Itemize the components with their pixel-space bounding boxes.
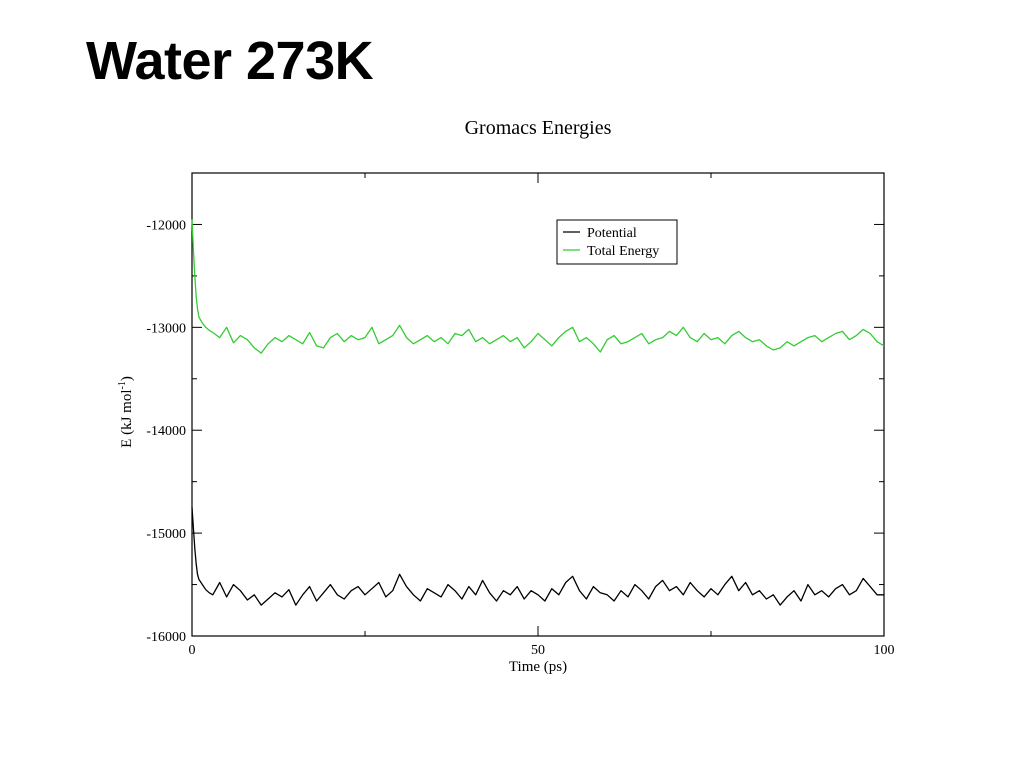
series-line-total-energy [191,219,885,354]
y-tick-label: -14000 [146,424,186,439]
y-tick-label: -15000 [146,527,186,542]
x-tick-label: 100 [874,643,895,658]
legend-label-total-energy: Total Energy [587,244,659,259]
chart-title: Gromacs Energies [465,117,612,139]
legend: Potential Total Energy [556,219,678,265]
y-tick-label: -13000 [146,321,186,336]
series-line-potential [191,507,884,606]
x-axis-label: Time (ps) [509,659,567,675]
y-axis-label: E (kJ mol-1) [117,376,135,448]
y-tick-label: -12000 [146,218,186,233]
y-tick-label: -16000 [146,630,186,645]
y-axis-label-close: ) [119,376,135,381]
series-layer [191,219,885,606]
x-tick-label: 0 [189,643,196,658]
slide-title: Water 273K [86,31,374,91]
legend-label-potential: Potential [587,226,637,241]
x-tick-label: 50 [531,643,545,658]
axis-tick-labels: 0 50 100 -16000 -15000 -14000 -13000 -12000 [146,218,894,658]
legend-box [556,219,678,265]
plot-frame [191,172,885,637]
axis-ticks [191,172,885,637]
y-axis-label-sup: -1 [117,381,128,389]
y-axis-label-main: E (kJ mol [119,390,135,448]
